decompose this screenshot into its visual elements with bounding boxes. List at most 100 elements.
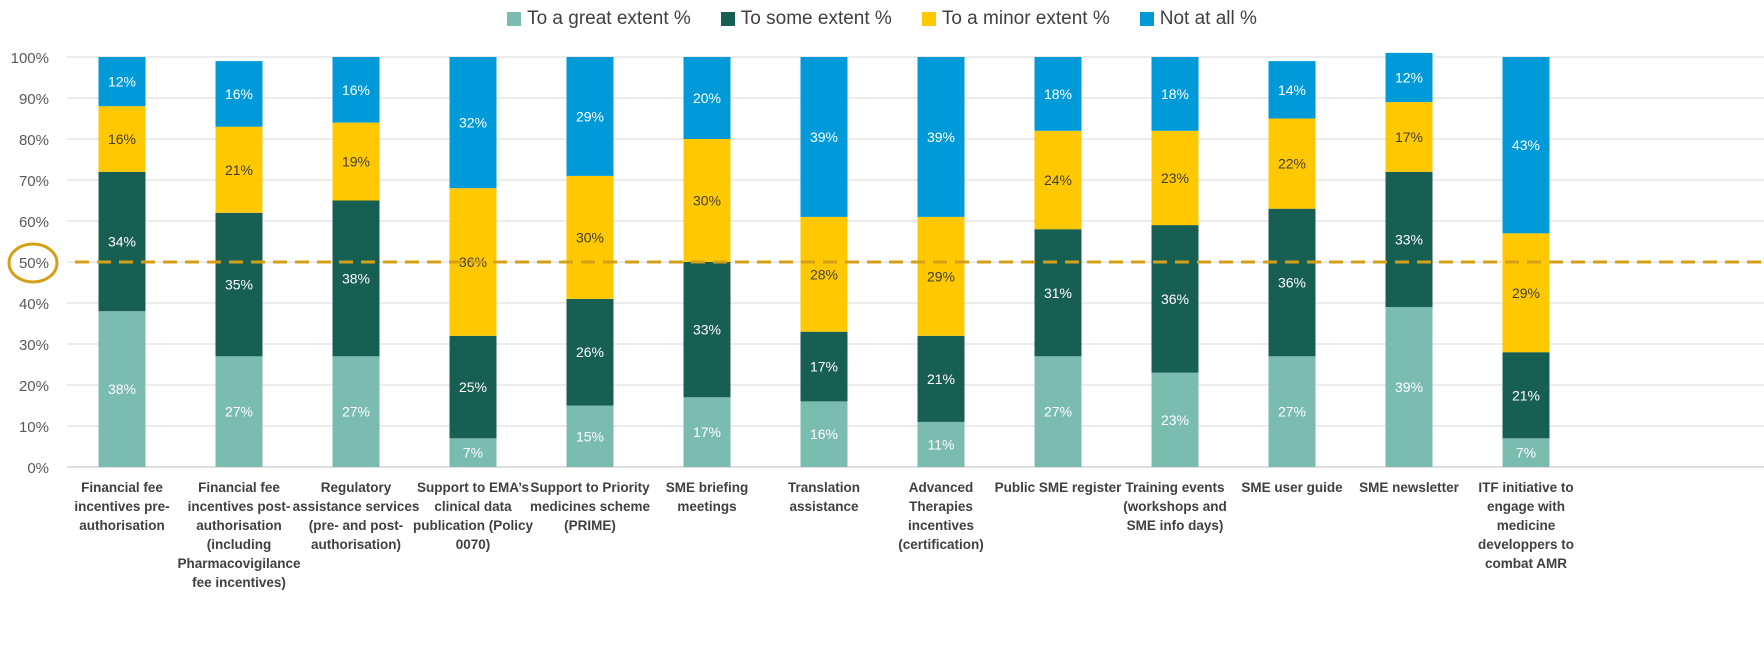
data-label: 15% (576, 428, 604, 444)
x-category-label: SME briefing meetings (665, 480, 749, 514)
bar-segment (1268, 61, 1316, 119)
bar-segment (332, 57, 380, 123)
data-label: 25% (459, 379, 487, 395)
bar-segment (1034, 130, 1082, 230)
x-category-label: Public SME register (994, 480, 1122, 495)
bar-segment (215, 126, 263, 213)
bar-segment (1502, 438, 1550, 467)
data-label: 16% (810, 426, 838, 442)
data-label: 33% (1395, 231, 1423, 247)
x-category-label: Advanced Therapies incentives (certificatio… (898, 480, 984, 552)
y-tick-label: 0% (27, 460, 49, 477)
data-label: 28% (810, 266, 838, 282)
y-tick-label: 40% (19, 296, 49, 313)
data-label: 36% (1278, 275, 1306, 291)
data-label: 30% (576, 229, 604, 245)
data-label: 31% (1044, 285, 1072, 301)
legend-item: To a minor extent % (921, 8, 1110, 30)
bar-segment (683, 397, 731, 467)
bar-segment (683, 262, 731, 398)
legend-item: Not at all % (1139, 8, 1257, 30)
bar-segment (1502, 352, 1550, 439)
x-category-label: Support to Priority medicines scheme (PRIM… (529, 480, 651, 533)
bar-segment (449, 57, 497, 189)
reference-highlight-circle (7, 242, 59, 284)
bar-segment (1034, 229, 1082, 357)
bar-segment (215, 212, 263, 357)
bar-segment (1034, 356, 1082, 467)
bar-segment (1385, 102, 1433, 172)
bar-segment (98, 57, 146, 107)
bar-segment (1268, 356, 1316, 467)
x-category-label: SME user guide (1241, 480, 1343, 495)
data-label: 22% (1278, 156, 1306, 172)
bar-segment (566, 298, 614, 406)
data-label: 39% (1395, 379, 1423, 395)
bar-segment (917, 57, 965, 217)
bar-segment (1268, 118, 1316, 209)
data-label: 18% (1161, 86, 1189, 102)
bar-segment (1151, 372, 1199, 467)
y-tick-label: 90% (19, 91, 49, 108)
bar-segment (566, 405, 614, 467)
bar-segment (800, 331, 848, 402)
data-label: 33% (693, 322, 721, 338)
data-label: 18% (1044, 86, 1072, 102)
data-label: 38% (108, 381, 136, 397)
bar-segment (1151, 130, 1199, 226)
data-label: 17% (693, 424, 721, 440)
data-label: 17% (1395, 129, 1423, 145)
legend-label: Not at all % (1159, 8, 1257, 29)
bar-segment (332, 200, 380, 357)
data-label: 23% (1161, 412, 1189, 428)
y-tick-label: 60% (19, 214, 49, 231)
bar-segment (98, 171, 146, 312)
data-label: 16% (108, 131, 136, 147)
bar-segment (1151, 57, 1199, 131)
data-label: 29% (927, 268, 955, 284)
legend-swatch (1139, 12, 1154, 26)
legend-item: To some extent % (720, 8, 892, 30)
legend-swatch (720, 12, 735, 26)
data-label: 21% (1512, 387, 1540, 403)
bar-segment (1268, 208, 1316, 357)
bar-segment (449, 335, 497, 439)
bar-segment (1502, 233, 1550, 353)
legend-label: To some extent % (740, 8, 892, 29)
data-label: 38% (342, 270, 370, 286)
data-label: 16% (225, 86, 253, 102)
bar-segment (683, 57, 731, 139)
bar-segment (800, 401, 848, 467)
x-category-label: Financial fee incentives post-authorisati… (177, 480, 301, 590)
data-label: 27% (225, 404, 253, 420)
y-tick-label: 50% (19, 255, 49, 272)
legend-label: To a minor extent % (941, 8, 1110, 29)
data-label: 27% (342, 404, 370, 420)
data-label: 27% (1044, 404, 1072, 420)
data-label: 7% (1516, 445, 1536, 461)
chart-legend: To a great extent % To some extent % To a … (0, 8, 1764, 30)
data-label: 12% (1395, 70, 1423, 86)
legend-swatch (921, 12, 936, 26)
bar-segment (98, 311, 146, 467)
bar-segment (332, 356, 380, 467)
bar-segment (332, 122, 380, 201)
data-label: 21% (927, 371, 955, 387)
data-label: 20% (693, 90, 721, 106)
x-category-label: SME newsletter (1359, 480, 1459, 495)
bar-segment (1034, 57, 1082, 131)
legend-swatch (507, 12, 522, 26)
data-label: 39% (810, 129, 838, 145)
bar-segment (566, 175, 614, 299)
data-label: 36% (1161, 291, 1189, 307)
y-tick-label: 30% (19, 337, 49, 354)
x-category-label: Support to EMA’s clinical data publication… (412, 480, 533, 552)
data-label: 12% (108, 74, 136, 90)
data-label: 26% (576, 344, 604, 360)
data-label: 7% (463, 445, 483, 461)
bar-segment (683, 139, 731, 262)
bar-segment (1385, 171, 1433, 308)
data-label: 29% (576, 108, 604, 124)
x-category-label: Translation assistance (787, 480, 860, 514)
data-label: 11% (928, 436, 955, 452)
